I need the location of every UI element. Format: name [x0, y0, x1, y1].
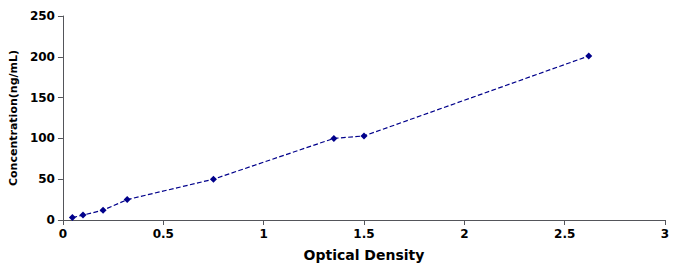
svg-text:Concentration(ng/mL): Concentration(ng/mL): [7, 50, 20, 186]
svg-text:0: 0: [59, 227, 67, 241]
svg-text:1.5: 1.5: [353, 227, 374, 241]
svg-text:3: 3: [661, 227, 669, 241]
svg-text:2: 2: [460, 227, 468, 241]
svg-text:100: 100: [30, 131, 55, 145]
svg-text:150: 150: [30, 91, 55, 105]
svg-text:200: 200: [30, 50, 55, 64]
svg-text:250: 250: [30, 9, 55, 23]
svg-text:Optical Density: Optical Density: [304, 247, 425, 263]
svg-text:1: 1: [259, 227, 267, 241]
svg-text:50: 50: [38, 172, 55, 186]
svg-text:0: 0: [47, 213, 55, 227]
svg-text:2.5: 2.5: [554, 227, 575, 241]
svg-text:0.5: 0.5: [153, 227, 174, 241]
